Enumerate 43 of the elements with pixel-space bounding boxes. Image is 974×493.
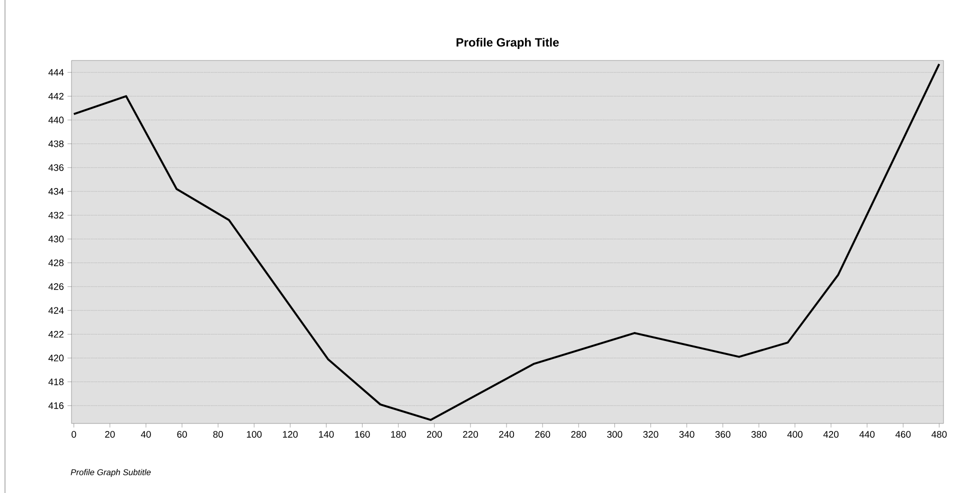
- y-tick-label: 442: [48, 92, 64, 100]
- text: Profile Graph Subtitle: [70, 469, 151, 477]
- x-tick-label: 0: [72, 431, 76, 438]
- x-tick-label: 320: [643, 431, 658, 438]
- y-tick-label: 444: [48, 69, 64, 76]
- x-tick-label: 140: [319, 431, 334, 438]
- y-tick-label: 422: [48, 330, 64, 338]
- x-tick-label: 180: [391, 431, 406, 438]
- y-tick-label: 438: [48, 140, 64, 148]
- x-tick-label: 240: [499, 431, 514, 438]
- y-tick-label: 426: [48, 283, 64, 290]
- x-tick-label: 420: [823, 431, 839, 438]
- y-tick-label: 424: [48, 307, 64, 314]
- y-tick-label: 432: [48, 212, 64, 219]
- x-tick-label: 220: [463, 431, 478, 438]
- y-tick-label: 436: [48, 164, 64, 171]
- y-tick-label: 416: [48, 402, 64, 409]
- y-tick-label: 418: [48, 378, 64, 386]
- chart-title: Profile Graph Title: [456, 38, 559, 49]
- y-tick-label: 440: [48, 116, 64, 124]
- y-tick-label: 428: [48, 259, 64, 266]
- x-tick-label: 40: [140, 431, 151, 438]
- y-tick-label: 420: [48, 354, 64, 362]
- line-series: [72, 63, 940, 421]
- x-tick-label: 260: [535, 431, 550, 438]
- x-tick-label: 200: [426, 431, 442, 438]
- x-tick-label: 300: [607, 431, 622, 438]
- x-tick-label: 480: [932, 431, 947, 438]
- x-tick-label: 360: [715, 431, 730, 438]
- x-tick-label: 280: [571, 431, 586, 438]
- x-tick-label: 440: [859, 431, 875, 438]
- y-tick-label: 430: [48, 236, 64, 242]
- x-tick-label: 20: [105, 431, 115, 438]
- x-tick-label: 460: [895, 431, 911, 438]
- x-tick-label: 160: [355, 431, 370, 438]
- x-tick-label: 80: [213, 431, 223, 438]
- x-tick-label: 100: [246, 431, 262, 438]
- x-tick-label: 60: [177, 431, 187, 438]
- x-tick-label: 380: [751, 431, 766, 438]
- x-tick-label: 400: [787, 431, 802, 438]
- y-tick-label: 434: [48, 188, 64, 195]
- x-tick-label: 340: [679, 431, 694, 438]
- x-tick-label: 120: [283, 431, 298, 438]
